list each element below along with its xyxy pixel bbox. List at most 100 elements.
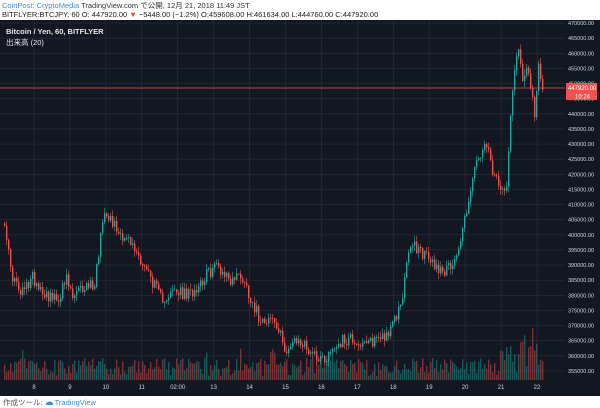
candle-body (130, 237, 132, 245)
volume-bar (106, 368, 108, 380)
volume-bar (24, 358, 26, 380)
y-tick-label: 395000.00 (568, 248, 594, 254)
candle (368, 338, 370, 345)
candle (110, 212, 112, 224)
candle-body (416, 241, 418, 254)
volume-legend: 出来高 (20) (6, 38, 44, 47)
candle-body (134, 243, 136, 252)
y-tick-label: 410000.00 (568, 203, 594, 209)
symbol-info: BITFLYER:BTCJPY, 60 (2, 10, 80, 19)
time-axis[interactable]: 8 9 10 11 02:00 13 14 15 16 17 18 19 20 21 22 (32, 385, 541, 391)
candle (32, 269, 34, 286)
candle (366, 335, 368, 345)
volume-bar (398, 370, 400, 380)
volume-bar (88, 361, 90, 380)
candle-body (248, 285, 250, 298)
candle (436, 258, 438, 273)
candle (272, 314, 274, 324)
footer-prefix: 作成ツール: (3, 398, 43, 407)
volume-bar (488, 359, 490, 380)
candle (252, 301, 254, 309)
candle (114, 217, 116, 232)
candle-body (80, 285, 82, 288)
candle-body (302, 345, 304, 347)
candle-body (392, 321, 394, 327)
candle-body (10, 249, 12, 268)
volume-bar (386, 365, 388, 380)
candle (224, 266, 226, 283)
candle (392, 320, 394, 328)
candle (432, 255, 434, 268)
candle (314, 348, 316, 357)
candle (194, 284, 196, 301)
candle-body (322, 355, 324, 357)
volume-bar (230, 375, 232, 380)
footer: 作成ツール: TradingView (0, 396, 600, 408)
candle-body (150, 270, 152, 277)
candle (8, 238, 10, 255)
candle (488, 142, 490, 153)
candle-body (374, 337, 376, 347)
source-link[interactable]: CoinPost: CryptoMedia (2, 1, 80, 10)
volume-bar (516, 372, 518, 380)
candle-body (118, 231, 120, 234)
candle-body (408, 252, 410, 263)
candle-body (172, 289, 174, 292)
volume-bar (70, 373, 72, 380)
candle (138, 246, 140, 260)
volume-bar (410, 371, 412, 380)
candle-body (524, 75, 526, 82)
volume-bar (188, 358, 190, 380)
volume-bar (100, 361, 102, 380)
y-tick-label: 435000.00 (568, 127, 594, 133)
candle-body (260, 321, 262, 323)
candle-body (198, 286, 200, 293)
volume-bar (130, 366, 132, 380)
volume-bar (36, 362, 38, 380)
volume-bars (4, 328, 544, 380)
volume-bar (390, 372, 392, 380)
countdown-label: 10:24 (575, 95, 591, 101)
candle-body (536, 90, 538, 118)
volume-bar (504, 360, 506, 380)
candle-body (502, 188, 504, 190)
candle-body (412, 245, 414, 248)
candle (16, 272, 18, 287)
volume-bar (174, 368, 176, 380)
volume-bar (212, 370, 214, 380)
volume-bar (426, 365, 428, 380)
volume-bar (528, 347, 530, 380)
candle-body (290, 346, 292, 349)
volume-bar (326, 358, 328, 380)
candle (414, 235, 416, 252)
y-tick-label: 465000.00 (568, 36, 594, 42)
volume-bar (384, 365, 386, 380)
candle (136, 248, 138, 256)
candle-body (424, 251, 426, 259)
candle-body (338, 343, 340, 347)
candle-body (486, 143, 488, 148)
candle-body (498, 175, 500, 186)
candle-body (410, 247, 412, 253)
candle-body (530, 73, 532, 88)
footer-brand-link[interactable]: TradingView (54, 398, 96, 407)
candle (388, 329, 390, 341)
volume-bar (350, 360, 352, 380)
candle-body (160, 289, 162, 293)
candle-body (298, 339, 300, 344)
candle-body (228, 273, 230, 279)
candle (68, 270, 70, 291)
candle-body (206, 269, 208, 282)
chart-area[interactable]: 470000.00465000.00460000.00455000.004500… (0, 20, 600, 396)
candle (442, 264, 444, 275)
price-chart[interactable]: 470000.00465000.00460000.00455000.004500… (0, 20, 600, 396)
candle (188, 287, 190, 303)
volume-bar (454, 363, 456, 380)
candle-body (236, 273, 238, 281)
candle-body (54, 294, 56, 300)
volume-bar (8, 370, 10, 380)
volume-bar (316, 358, 318, 380)
volume-bar (250, 366, 252, 380)
candle (190, 283, 192, 296)
volume-bar (288, 374, 290, 380)
